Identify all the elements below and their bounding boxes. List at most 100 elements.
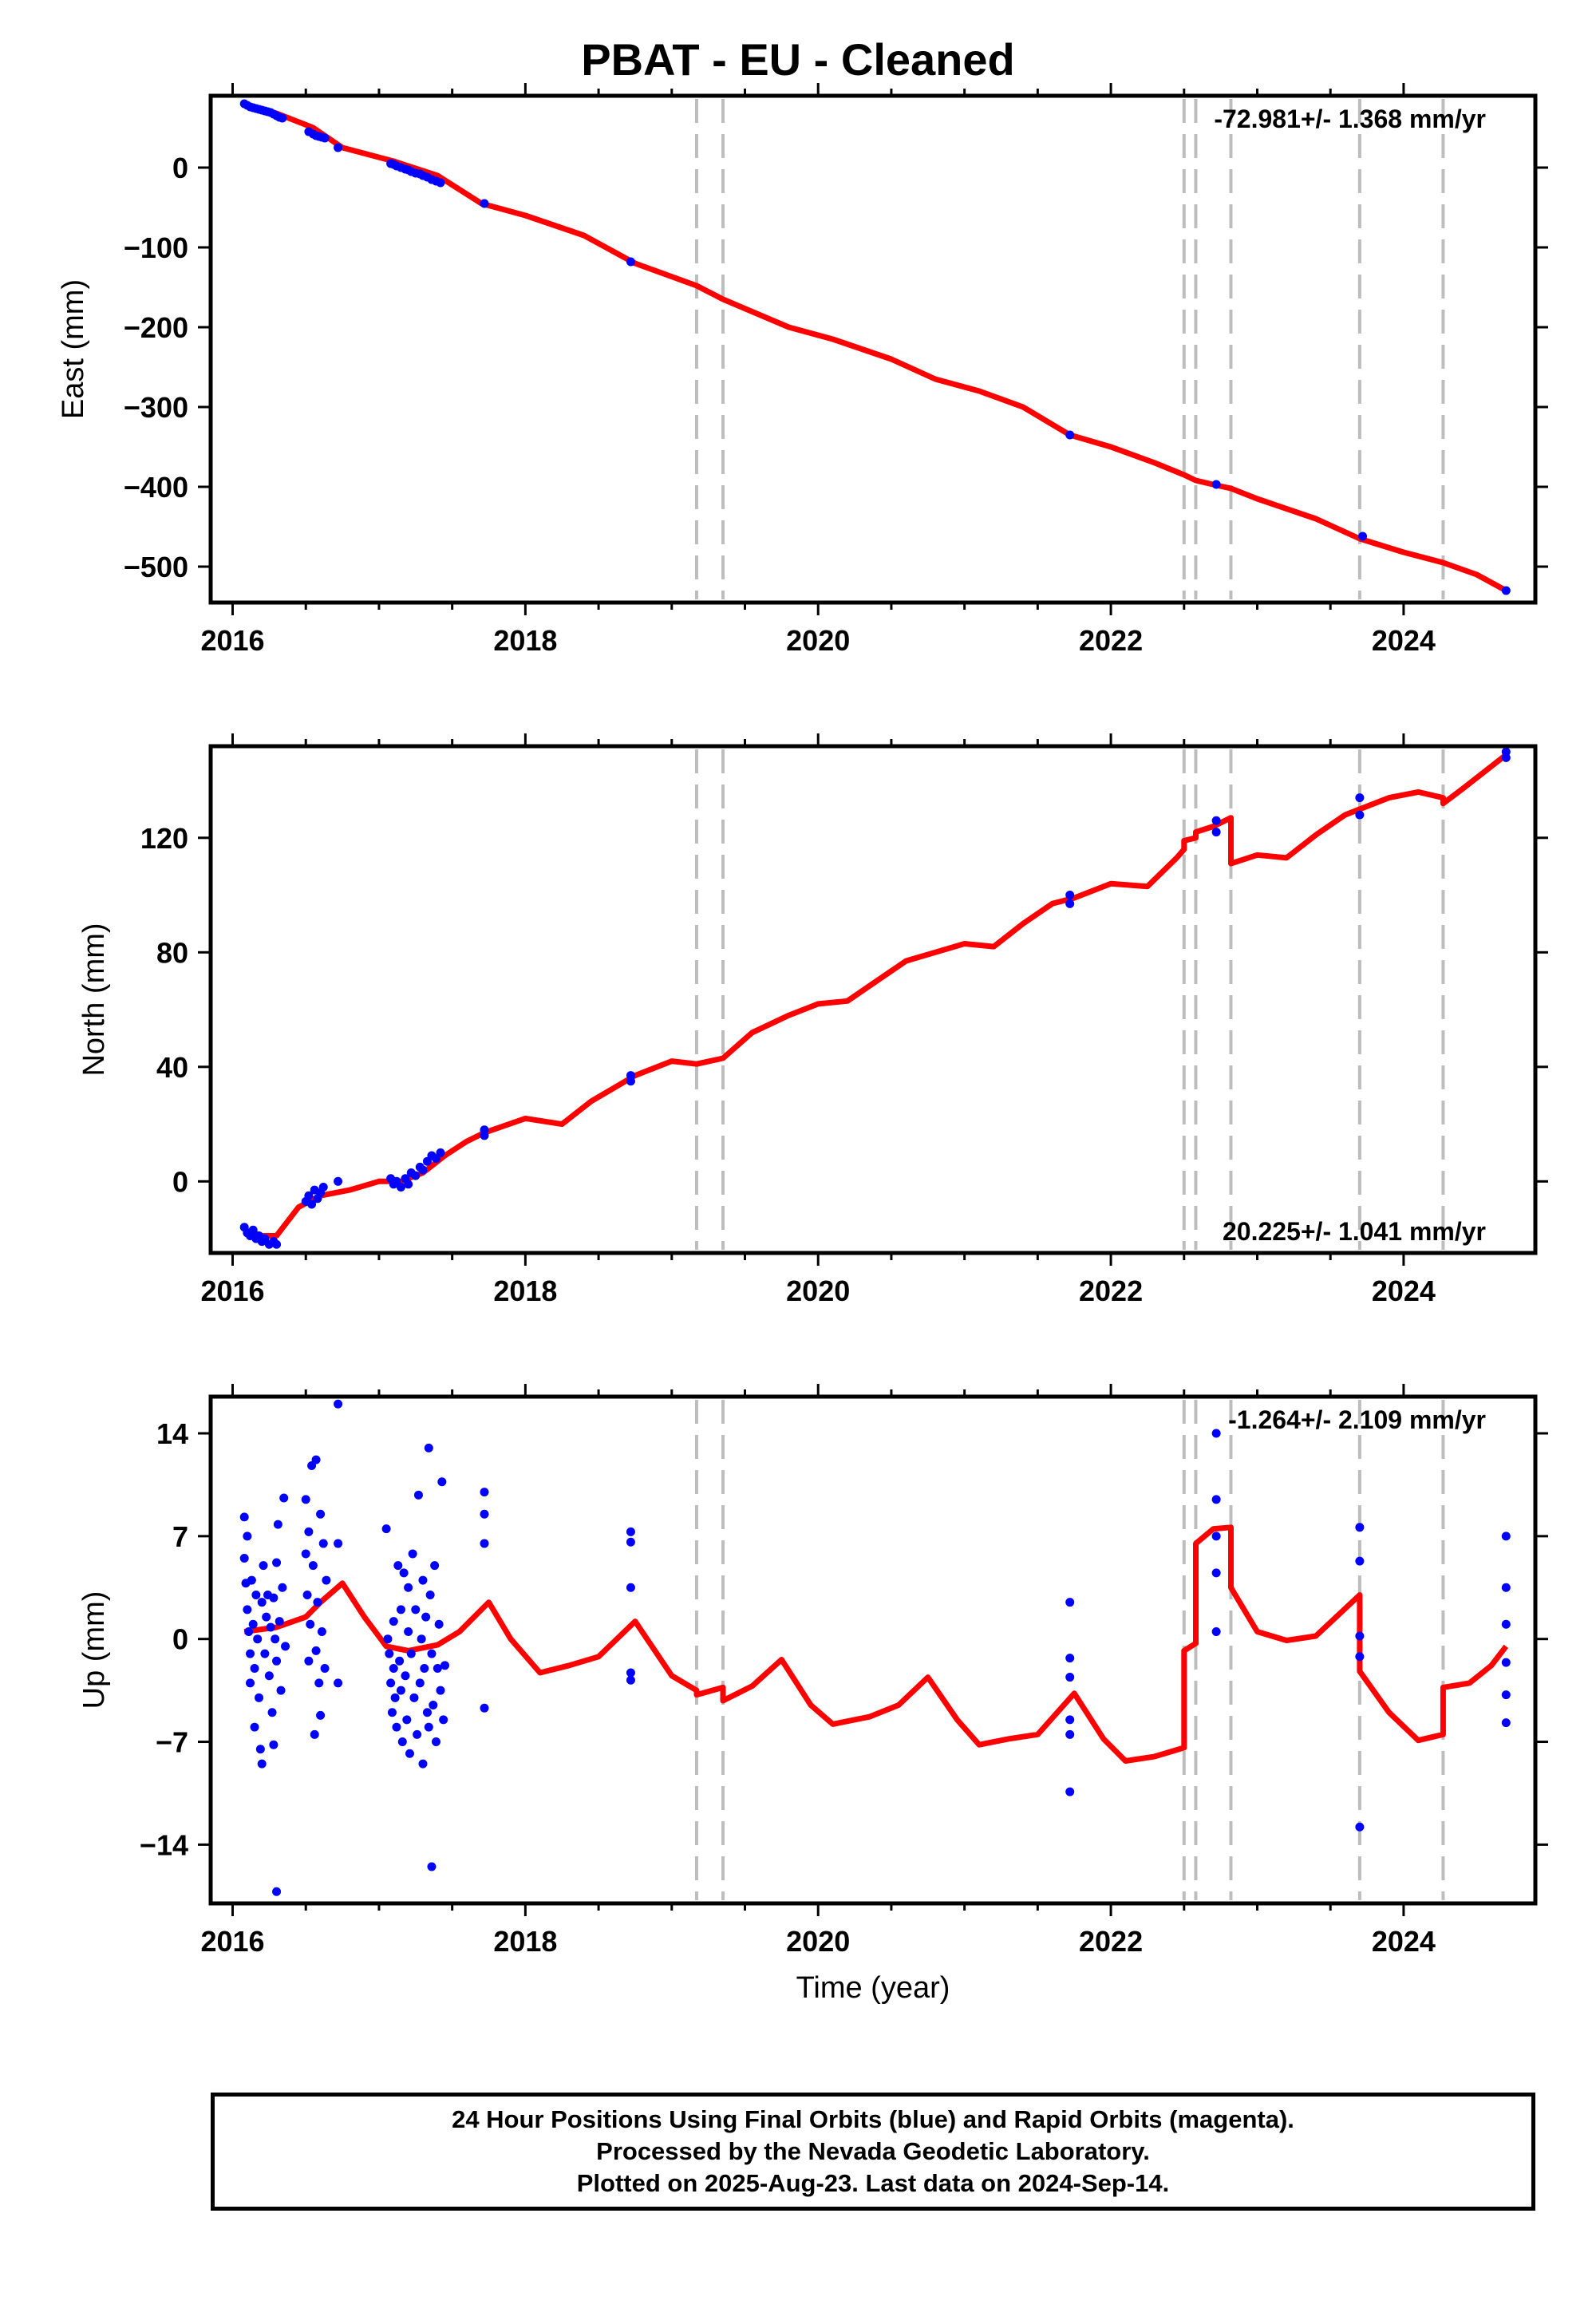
data-point <box>313 1598 322 1607</box>
data-point <box>392 1722 401 1732</box>
data-point <box>255 1693 264 1702</box>
footer-line-processor: Processed by the Nevada Geodetic Laborat… <box>596 2137 1150 2165</box>
x-axis-title: Time (year) <box>796 1971 950 2005</box>
data-point <box>1355 1523 1365 1532</box>
x-tick-label: 2024 <box>1372 1275 1436 1307</box>
data-point <box>275 1617 284 1626</box>
y-tick-label: 0 <box>172 1623 188 1656</box>
data-point <box>415 1678 425 1688</box>
data-point <box>302 1590 312 1599</box>
y-tick-label: 14 <box>156 1417 188 1450</box>
data-point <box>1211 828 1221 837</box>
x-tick-label: 2016 <box>200 1925 264 1958</box>
data-point <box>626 1668 635 1678</box>
data-point <box>334 1176 343 1186</box>
data-point <box>1358 532 1368 541</box>
data-point <box>402 1715 412 1725</box>
data-point <box>272 1239 282 1249</box>
data-point <box>1501 1619 1511 1629</box>
model-fit-line <box>243 753 1508 1239</box>
y-tick-label: −500 <box>124 551 188 583</box>
data-point <box>396 1686 405 1695</box>
data-point <box>1065 1673 1075 1682</box>
data-point <box>409 1693 419 1702</box>
data-point <box>1065 1787 1075 1796</box>
data-point <box>408 1549 417 1559</box>
data-point <box>1355 1652 1365 1662</box>
data-point <box>278 113 287 123</box>
x-tick-label: 2018 <box>493 1275 557 1307</box>
data-point <box>396 1605 405 1614</box>
data-point <box>626 1527 635 1536</box>
data-point <box>279 1493 289 1503</box>
data-point <box>304 1527 314 1536</box>
up-panel: 2016 2018 2020 2022 2024 14 7 0 −7 −14 Up (mm) Time… <box>77 1384 1548 2005</box>
data-point <box>322 1575 331 1585</box>
data-point <box>429 1701 438 1710</box>
velocity-rate-label: -1.264+/- 2.109 mm/yr <box>1228 1405 1486 1434</box>
x-tick-label: 2022 <box>1079 1275 1143 1307</box>
data-point <box>255 1745 265 1754</box>
data-point <box>425 1590 435 1599</box>
data-point <box>626 257 635 267</box>
data-point <box>273 1520 282 1529</box>
data-point <box>389 1664 398 1674</box>
data-point <box>431 1737 440 1747</box>
data-point <box>427 1862 437 1871</box>
x-tick-label: 2018 <box>493 1925 557 1958</box>
data-point <box>1211 1429 1221 1438</box>
data-point <box>308 1561 318 1571</box>
data-point <box>1065 430 1075 440</box>
data-point <box>385 1649 394 1658</box>
data-point <box>1501 1718 1511 1728</box>
data-point <box>1355 1631 1365 1641</box>
data-point <box>421 1612 431 1622</box>
data-point <box>246 1649 255 1658</box>
data-point <box>243 1605 252 1614</box>
y-tick-label: 0 <box>172 152 188 184</box>
data-point <box>1501 1690 1511 1700</box>
y-tick-label: 120 <box>140 822 188 855</box>
data-point <box>248 1619 258 1629</box>
data-point <box>439 1715 448 1725</box>
y-tick-label: 40 <box>156 1051 188 1084</box>
east-panel: 2016 2018 2020 2022 2024 0 −100 −200 −300 −400 −50… <box>57 83 1548 657</box>
y-tick-label: 80 <box>156 936 188 969</box>
data-point <box>440 1661 449 1670</box>
footer-line-dates: Plotted on 2025-Aug-23. Last data on 202… <box>576 2169 1170 2197</box>
data-point <box>393 1561 403 1571</box>
data-point <box>247 1575 256 1585</box>
data-point <box>1211 1495 1221 1504</box>
chart-title: PBAT - EU - Cleaned <box>581 34 1015 85</box>
y-tick-label: 7 <box>172 1520 188 1553</box>
data-point <box>404 1583 413 1592</box>
data-point <box>397 1737 407 1747</box>
data-point <box>1065 891 1075 900</box>
data-point <box>418 1165 428 1175</box>
data-point <box>389 1617 398 1626</box>
data-point <box>334 1399 343 1409</box>
x-tick-label: 2020 <box>786 1275 850 1307</box>
data-point <box>269 1740 279 1749</box>
data-point <box>436 1148 445 1157</box>
data-point <box>310 1729 319 1739</box>
velocity-rate-label: 20.225+/- 1.041 mm/yr <box>1223 1217 1486 1246</box>
data-point <box>406 1649 416 1658</box>
data-point <box>251 1590 261 1599</box>
data-point <box>480 1509 489 1519</box>
data-point <box>395 1656 405 1666</box>
data-point <box>480 1539 489 1548</box>
data-point <box>307 1199 317 1209</box>
y-axis-title: East (mm) <box>57 279 90 419</box>
data-point <box>271 1634 280 1644</box>
data-point <box>626 1583 635 1592</box>
plot-frame <box>208 1394 1538 1906</box>
y-axis-title: North (mm) <box>77 923 111 1076</box>
data-point <box>253 1634 263 1644</box>
data-point <box>1211 1531 1221 1541</box>
data-point <box>1211 816 1221 825</box>
data-point <box>1065 1715 1075 1725</box>
data-point <box>436 178 445 188</box>
y-tick-label: −14 <box>140 1828 188 1861</box>
x-tick-label: 2022 <box>1079 624 1143 657</box>
